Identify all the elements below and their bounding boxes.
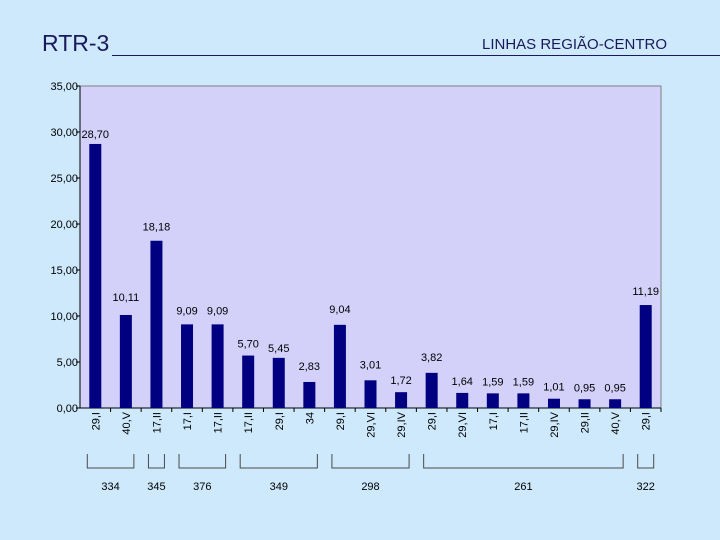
group-bracket	[637, 454, 655, 469]
bar	[303, 381, 316, 408]
x-category-label: 29,VI	[366, 412, 378, 438]
data-label: 9,04	[329, 304, 350, 316]
y-tick-label: 10,00	[50, 311, 78, 323]
bar	[89, 143, 102, 408]
bar	[150, 240, 163, 408]
group-label: 261	[514, 481, 532, 493]
group-bracket	[86, 454, 135, 469]
bar	[395, 392, 408, 408]
bar	[456, 392, 469, 408]
bar	[333, 324, 346, 408]
data-label: 5,45	[268, 343, 289, 355]
y-tick-label: 0,00	[57, 403, 78, 415]
bar	[242, 355, 255, 408]
x-category-label: 29,I	[274, 412, 286, 430]
x-category-label: 29,II	[580, 412, 592, 433]
bar	[517, 393, 530, 408]
x-category-label: 17,II	[151, 412, 163, 433]
bar	[578, 399, 591, 408]
x-category-label: 17,I	[488, 412, 500, 430]
group-brackets: 334 345 376 349 298 261 322	[86, 454, 655, 493]
x-category-label: 17,I	[182, 412, 194, 430]
group-label: 322	[637, 481, 655, 493]
page-subtitle: LINHAS REGIÃO-CENTRO	[482, 36, 668, 53]
group-bracket	[239, 454, 318, 469]
bar	[119, 314, 132, 408]
bar	[609, 399, 622, 408]
x-category-label: 17,II	[243, 412, 255, 433]
x-category-label: 29,IV	[549, 411, 561, 437]
data-label: 1,59	[482, 376, 503, 388]
y-axis: 0,00 5,00 10,00 15,00 20,00 25,00 30,00 35,00	[50, 81, 661, 415]
group-label: 376	[193, 481, 211, 493]
x-category-label: 29,I	[90, 412, 102, 430]
data-label: 3,01	[360, 359, 381, 371]
data-label: 9,09	[207, 305, 228, 317]
group-bracket	[331, 454, 410, 469]
group-label: 349	[270, 481, 288, 493]
data-label: 28,70	[82, 129, 110, 141]
data-label: 5,70	[237, 339, 258, 351]
x-category-label: 29,I	[427, 412, 439, 430]
plot-area	[79, 85, 662, 409]
x-category-label: 17,II	[518, 412, 530, 433]
y-tick-label: 20,00	[50, 219, 78, 231]
data-label: 11,19	[632, 286, 659, 298]
bar	[547, 398, 560, 408]
x-category-label: 29,I	[335, 412, 347, 430]
bar	[425, 372, 438, 408]
bar	[272, 357, 285, 408]
x-category-label: 40,V	[121, 411, 133, 434]
data-label: 3,82	[421, 352, 442, 364]
x-category-label: 40,V	[610, 411, 622, 434]
x-category-label: 17,II	[213, 412, 225, 433]
y-tick-label: 30,00	[50, 127, 78, 139]
data-labels: 28,70 10,11 18,18 9,09 9,09 5,70 5,45 2,83 9,04 3…	[82, 129, 660, 394]
bar	[364, 380, 377, 408]
y-tick-label: 5,00	[57, 357, 78, 369]
data-label: 9,09	[176, 305, 197, 317]
data-label: 2,83	[299, 361, 320, 373]
data-label: 1,59	[513, 376, 534, 388]
y-tick-label: 25,00	[50, 173, 78, 185]
bar	[639, 305, 652, 408]
group-bracket	[423, 454, 624, 469]
group-bracket	[147, 454, 165, 469]
data-label: 1,01	[543, 382, 564, 394]
group-label: 345	[147, 481, 165, 493]
bar	[486, 393, 499, 408]
y-tick-label: 35,00	[50, 81, 78, 93]
data-label: 1,72	[390, 375, 411, 387]
data-label: 10,11	[113, 292, 140, 304]
bar	[181, 324, 194, 408]
bar	[211, 324, 224, 408]
group-label: 334	[101, 481, 119, 493]
title-underline	[112, 55, 720, 56]
page-title: RTR-3	[42, 30, 110, 56]
group-bracket	[178, 454, 227, 469]
x-category-label: 29,VI	[457, 412, 469, 438]
x-category-label: 29,IV	[396, 411, 408, 437]
data-label: 0,95	[574, 382, 595, 394]
data-label: 1,64	[452, 376, 473, 388]
bars	[89, 143, 652, 408]
y-tick-label: 15,00	[50, 265, 78, 277]
data-label: 0,95	[604, 382, 625, 394]
group-label: 298	[361, 481, 379, 493]
x-category-label: 29,I	[641, 412, 653, 430]
x-category-labels: 29,I 40,V 17,II 17,I 17,II 17,II 29,I 34 29,I 29,…	[90, 408, 662, 438]
x-category-label: 34	[304, 412, 316, 424]
data-label: 18,18	[143, 222, 171, 234]
